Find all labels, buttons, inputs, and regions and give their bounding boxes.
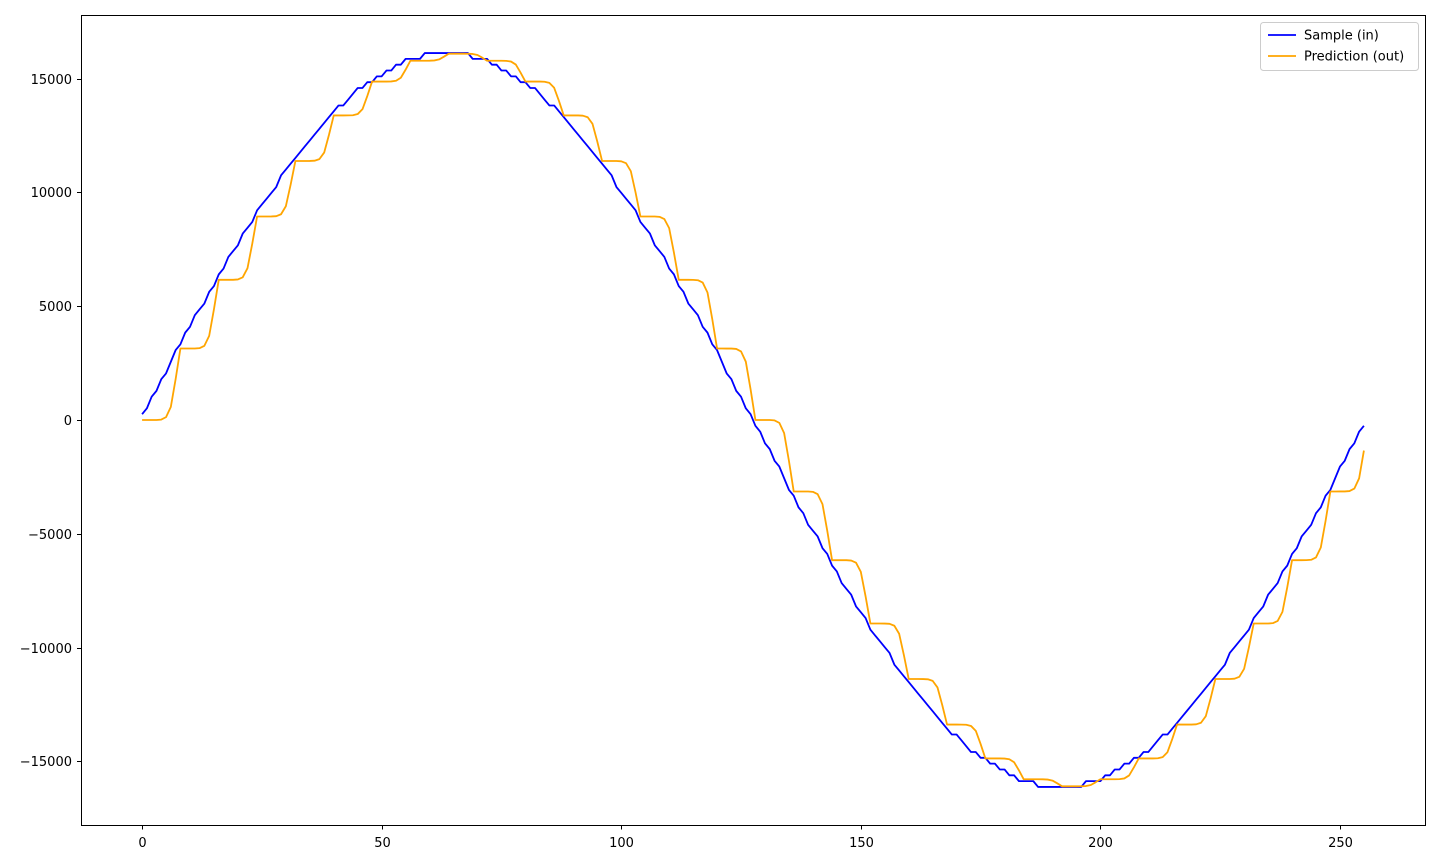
x-tick-label: 150 (849, 836, 874, 851)
x-tick-label: 100 (609, 836, 634, 851)
x-tick-label: 200 (1088, 836, 1113, 851)
series-line-0 (141, 52, 1365, 788)
x-tick-label: 50 (374, 836, 391, 851)
x-tick-label: 0 (138, 836, 146, 851)
axes: 0 50 100 150 200 250 −15000 −10000 −5000 0 5000 100… (20, 15, 1426, 851)
y-tick-label: 15000 (31, 73, 72, 88)
y-tick-label: 10000 (31, 186, 72, 201)
series-line-1 (142, 52, 1365, 788)
plot-area (141, 52, 1365, 788)
legend-label: Sample (in) (1304, 29, 1379, 44)
y-tick-label: −5000 (28, 528, 72, 543)
y-tick-label: −15000 (20, 755, 72, 770)
y-tick-label: 0 (64, 414, 72, 429)
y-tick-label: −10000 (20, 642, 72, 657)
legend-label: Prediction (out) (1304, 50, 1404, 65)
x-tick-label: 250 (1328, 836, 1353, 851)
legend-box (1260, 22, 1419, 71)
y-tick-label: 5000 (39, 300, 72, 315)
legend: Sample (in) Prediction (out) (1260, 22, 1419, 71)
